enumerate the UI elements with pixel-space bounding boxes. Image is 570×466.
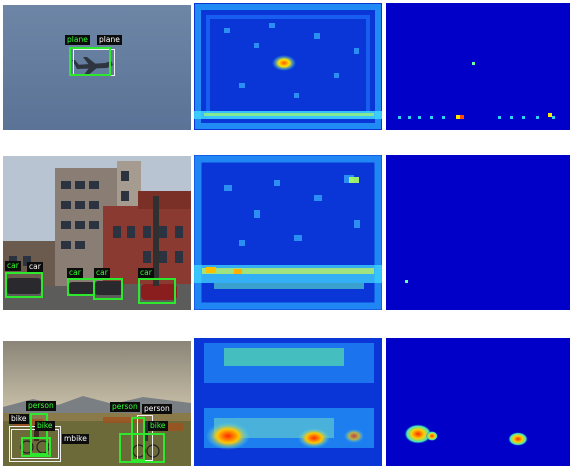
row1-attention-panel [386, 3, 570, 130]
gt-box-bike [21, 437, 51, 457]
row3-photo-panel: person bike bike mbike person person bik… [3, 341, 191, 466]
row1-heatmap-panel [194, 3, 382, 130]
gt-box-car [5, 272, 43, 298]
row1-attention-map [386, 3, 570, 130]
row3-heatmap-panel [194, 338, 382, 466]
row1-photo-panel: plane plane [3, 5, 191, 130]
pred-label: mbike [62, 434, 89, 444]
row2-photo-panel: car car car car car [3, 156, 191, 310]
gt-label: plane [65, 35, 90, 45]
gt-label: car [94, 268, 110, 278]
gt-label: person [26, 401, 56, 411]
row3-attention-map [386, 338, 570, 466]
gt-label: car [67, 268, 83, 278]
pred-box-person [137, 415, 153, 461]
gt-box-person [131, 417, 145, 461]
gt-box-car [138, 278, 176, 304]
gt-box-plane [69, 47, 111, 76]
gt-box-bike [119, 433, 165, 463]
row2-heatmap-panel [194, 155, 382, 310]
row3-heatmap [194, 338, 382, 466]
pred-label: plane [97, 35, 122, 45]
pred-label: car [27, 262, 43, 272]
gt-box-car [93, 278, 123, 300]
row3-attention-panel [386, 338, 570, 466]
row2-attention-panel [386, 155, 570, 310]
gt-label: bike [35, 421, 55, 431]
field-photo [3, 341, 191, 466]
row2-heatmap [194, 155, 382, 310]
pred-label: person [142, 404, 172, 414]
gt-box-person [30, 413, 48, 455]
gt-label: person [110, 402, 140, 412]
plane-photo [3, 5, 191, 130]
gt-label: car [138, 268, 154, 278]
street-photo [3, 156, 191, 310]
pred-label: bike [9, 414, 29, 424]
gt-label: car [5, 261, 21, 271]
row2-attention-map [386, 155, 570, 310]
gt-box-car [67, 278, 95, 296]
row1-heatmap [194, 3, 382, 130]
gt-label: bike [148, 421, 168, 431]
